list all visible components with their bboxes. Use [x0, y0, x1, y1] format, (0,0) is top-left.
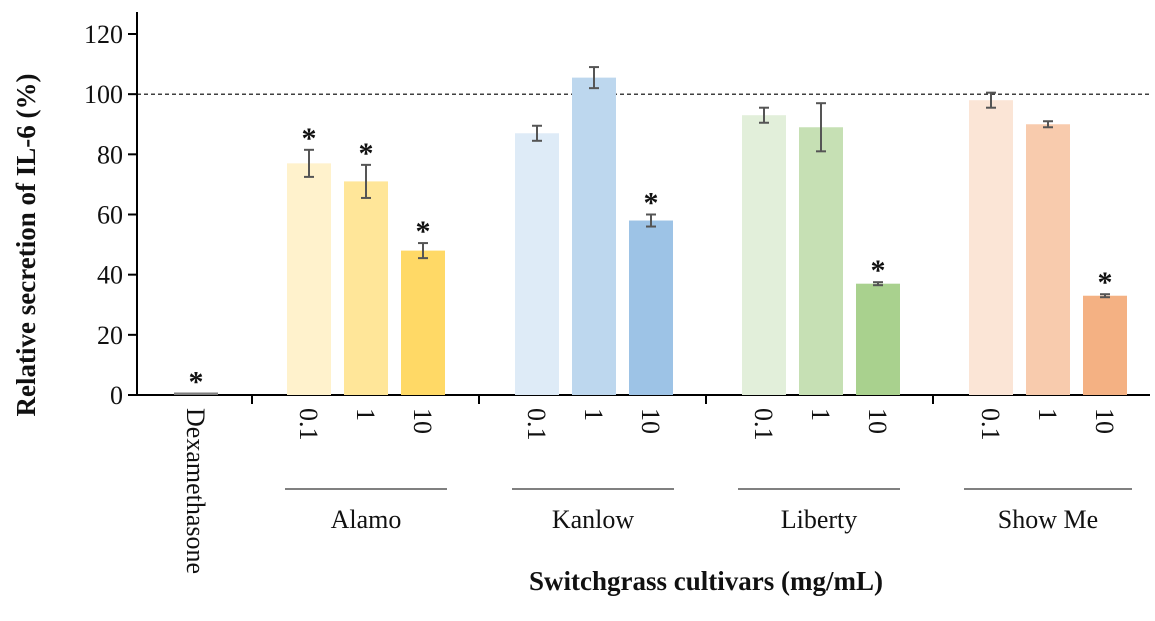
group-label: Liberty — [781, 505, 858, 534]
bar — [287, 163, 331, 395]
x-category-label: Dexamethasone — [181, 408, 210, 574]
bar — [629, 220, 673, 395]
significance-star: * — [871, 254, 886, 287]
bar — [174, 392, 218, 395]
y-axis-title: Relative secretion of IL-6 (%) — [11, 74, 41, 417]
x-category-label: 0.1 — [294, 408, 323, 441]
y-tick-label: 40 — [97, 261, 123, 290]
group-label: Kanlow — [552, 505, 635, 534]
x-category-label: 1 — [351, 408, 380, 421]
x-category-label: 1 — [806, 408, 835, 421]
x-category-label: 10 — [408, 408, 437, 434]
bar — [799, 127, 843, 395]
x-category-label: 0.1 — [522, 408, 551, 441]
plot-area: 0 20 40 60 80 100 120 * Dexamethasone * 0.1 * 1 * 10 0.… — [84, 12, 1150, 574]
y-tick-label: 0 — [110, 381, 123, 410]
x-category-label: 10 — [863, 408, 892, 434]
bar — [1026, 124, 1070, 395]
bar — [401, 250, 445, 395]
bar — [856, 283, 900, 395]
significance-star: * — [416, 215, 431, 248]
y-tick-label: 60 — [97, 201, 123, 230]
x-category-label: 0.1 — [749, 408, 778, 441]
x-category-label: 10 — [636, 408, 665, 434]
significance-star: * — [189, 365, 204, 398]
y-tick-label: 80 — [97, 140, 123, 169]
x-category-label: 0.1 — [976, 408, 1005, 441]
significance-star: * — [302, 122, 317, 155]
y-tick-label: 20 — [97, 321, 123, 350]
x-category-label: 1 — [1033, 408, 1062, 421]
group-label: Show Me — [998, 505, 1098, 534]
bar — [344, 181, 388, 395]
bar — [969, 100, 1013, 395]
bar — [572, 77, 616, 395]
significance-star: * — [359, 137, 374, 170]
bar — [742, 115, 786, 395]
significance-star: * — [1098, 266, 1113, 299]
group-label: Alamo — [331, 505, 402, 534]
x-axis-title: Switchgrass cultivars (mg/mL) — [529, 566, 883, 596]
x-category-label: 10 — [1090, 408, 1119, 434]
bar — [1083, 295, 1127, 395]
y-tick-label: 100 — [84, 80, 123, 109]
x-category-label: 1 — [579, 408, 608, 421]
y-tick-label: 120 — [84, 20, 123, 49]
significance-star: * — [644, 187, 659, 220]
bar — [515, 133, 559, 395]
